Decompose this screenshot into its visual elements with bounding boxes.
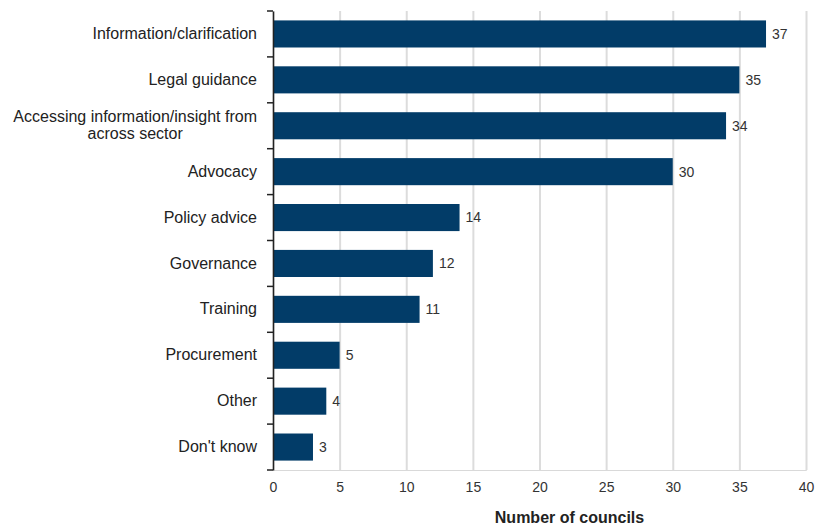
data-label: 30 <box>679 164 695 180</box>
data-label: 5 <box>346 347 354 363</box>
y-tick-label: Policy advice <box>164 209 257 226</box>
y-tick-label: Advocacy <box>188 163 257 180</box>
bars <box>273 20 766 460</box>
x-tick-label: 15 <box>466 479 482 495</box>
y-tick: Accessing information/insight fromacross… <box>13 108 273 142</box>
y-tick: Don't know <box>178 438 273 455</box>
category-separator <box>267 377 273 379</box>
y-tick: Advocacy <box>188 163 273 180</box>
bar <box>273 66 739 93</box>
category-separator <box>267 240 273 242</box>
y-tick: Other <box>217 392 273 409</box>
category-separator <box>267 102 273 104</box>
x-tick-label: 0 <box>270 479 278 495</box>
data-label: 14 <box>466 209 482 225</box>
data-label: 37 <box>772 26 788 42</box>
y-tick-label: Training <box>200 300 257 317</box>
y-tick: Information/clarification <box>92 25 273 42</box>
data-label: 12 <box>439 255 455 271</box>
x-axis-title: Number of councils <box>495 509 644 526</box>
y-tick-label: Governance <box>170 255 257 272</box>
bar <box>273 20 766 47</box>
x-tick-label: 20 <box>532 479 548 495</box>
x-axis-line <box>274 11 807 471</box>
bar <box>273 434 313 461</box>
category-separator <box>267 469 273 471</box>
y-tick: Policy advice <box>164 209 273 226</box>
bar <box>273 204 460 231</box>
category-separator <box>267 10 273 12</box>
x-tick-label: 40 <box>799 479 815 495</box>
data-label: 3 <box>319 439 327 455</box>
y-tick: Training <box>200 300 273 317</box>
y-tick: Legal guidance <box>148 71 273 88</box>
y-axis: Information/clarification Legal guidance A… <box>13 12 273 471</box>
category-separator <box>267 423 273 425</box>
x-axis: 0510152025303540 <box>270 11 815 495</box>
category-separator <box>267 332 273 334</box>
bar <box>273 250 433 277</box>
x-tick: 40 <box>799 11 815 495</box>
category-separator <box>267 56 273 58</box>
category-separator <box>267 194 273 196</box>
y-tick-label: Don't know <box>178 438 257 455</box>
category-separator <box>267 286 273 288</box>
y-tick-label: Information/clarification <box>92 25 257 42</box>
data-label: 4 <box>332 393 340 409</box>
y-tick-label: Accessing information/insight fromacross… <box>13 108 257 142</box>
data-label: 11 <box>426 301 441 317</box>
y-tick-label: Procurement <box>165 346 257 363</box>
bar <box>273 112 726 139</box>
category-separators <box>267 11 273 470</box>
x-tick-label: 35 <box>732 479 748 495</box>
y-tick: Procurement <box>165 346 273 363</box>
plot: 0 5 10 15 20 25 30 35 40 37 35 34 30 14 12 11 5 4 3 Informa… <box>13 11 814 495</box>
grid-line <box>806 11 808 470</box>
data-labels: 37 35 34 30 14 12 11 5 4 3 <box>319 26 788 455</box>
category-separator <box>267 148 273 150</box>
x-tick-label: 30 <box>665 479 681 495</box>
y-tick-label: Other <box>217 392 258 409</box>
bar <box>273 158 673 185</box>
x-tick-label: 10 <box>399 479 415 495</box>
chart: 0 5 10 15 20 25 30 35 40 37 35 34 30 14 12 11 5 4 3 Informa… <box>0 0 822 530</box>
x-tick-label: 25 <box>599 479 615 495</box>
data-label: 35 <box>745 72 761 88</box>
y-tick-label: Legal guidance <box>148 71 257 88</box>
bar <box>273 296 420 323</box>
x-tick-label: 5 <box>336 479 344 495</box>
bar <box>273 388 326 415</box>
y-tick: Governance <box>170 255 273 272</box>
data-label: 34 <box>732 118 748 134</box>
bar <box>273 342 340 369</box>
